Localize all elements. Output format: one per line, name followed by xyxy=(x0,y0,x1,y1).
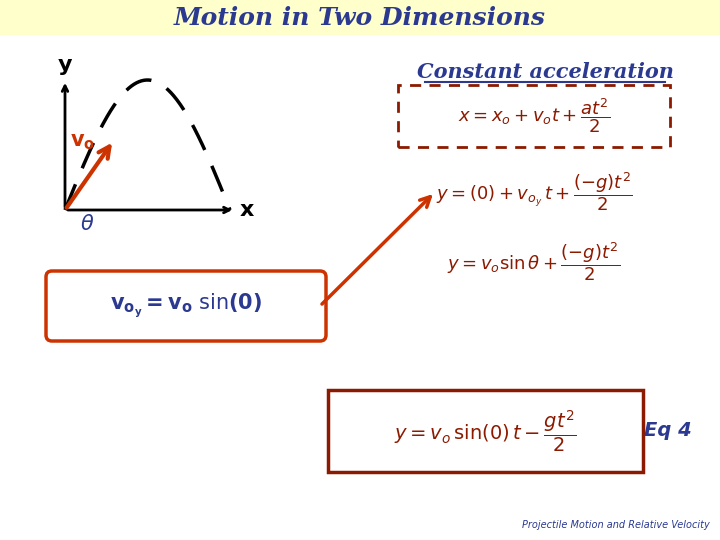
Text: y: y xyxy=(58,55,72,75)
Text: $\mathbf{v_o}$: $\mathbf{v_o}$ xyxy=(71,132,96,152)
Text: $y = (0) + v_{o_y}\, t + \dfrac{(-g)t^2}{2}$: $y = (0) + v_{o_y}\, t + \dfrac{(-g)t^2}… xyxy=(436,171,632,213)
FancyBboxPatch shape xyxy=(46,271,326,341)
Text: Motion in Two Dimensions: Motion in Two Dimensions xyxy=(174,6,546,30)
Text: x: x xyxy=(240,200,254,220)
Text: $x = x_o + v_o t + \dfrac{at^2}{2}$: $x = x_o + v_o t + \dfrac{at^2}{2}$ xyxy=(458,97,610,136)
Text: Constant acceleration: Constant acceleration xyxy=(417,62,673,82)
Text: $\theta$: $\theta$ xyxy=(80,214,94,234)
FancyBboxPatch shape xyxy=(398,85,670,147)
Text: Projectile Motion and Relative Velocity: Projectile Motion and Relative Velocity xyxy=(522,520,710,530)
Text: $y = v_o \sin\theta + \dfrac{(-g)t^2}{2}$: $y = v_o \sin\theta + \dfrac{(-g)t^2}{2}… xyxy=(447,241,621,284)
Text: $y = v_o\, \sin(0)\, t - \dfrac{gt^2}{2}$: $y = v_o\, \sin(0)\, t - \dfrac{gt^2}{2}… xyxy=(394,408,576,454)
FancyBboxPatch shape xyxy=(0,0,720,35)
Text: $\mathbf{v_{o_y} = v_o\ \sin(0)}$: $\mathbf{v_{o_y} = v_o\ \sin(0)}$ xyxy=(110,292,262,320)
Text: Eq 4: Eq 4 xyxy=(644,422,692,441)
FancyBboxPatch shape xyxy=(328,390,643,472)
